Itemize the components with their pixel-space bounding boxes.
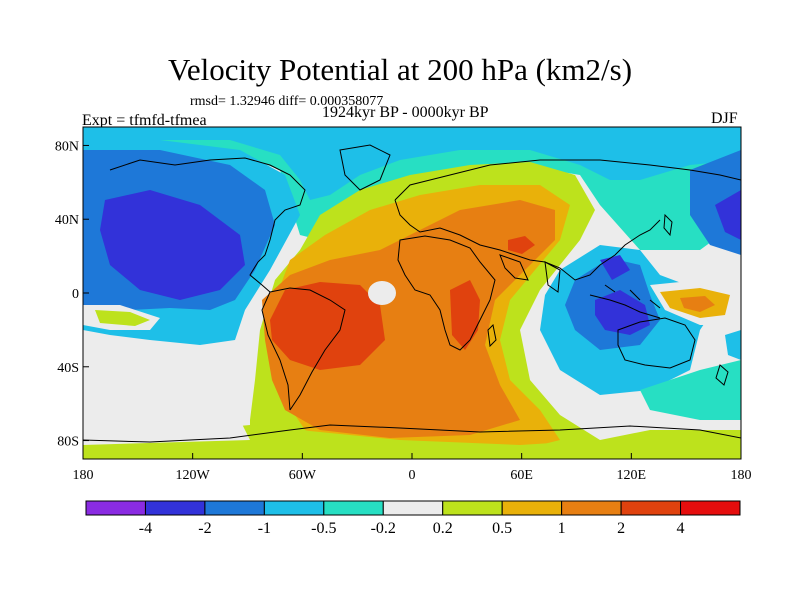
colorbar-swatch bbox=[382, 500, 444, 516]
contour-band-neutral bbox=[83, 395, 250, 445]
colorbar-label: 0.5 bbox=[492, 520, 513, 537]
lat-tick-label: 0 bbox=[72, 287, 79, 302]
colorbar-label: 1 bbox=[557, 520, 566, 537]
lon-tick-label: 120E bbox=[617, 468, 647, 483]
colorbar-swatch bbox=[620, 500, 682, 516]
contour-field bbox=[83, 127, 741, 459]
colorbar-swatch bbox=[323, 500, 384, 516]
contour-band-neg2 bbox=[600, 255, 630, 280]
lon-tick-label: 60W bbox=[289, 468, 317, 483]
coastline-africa bbox=[397, 235, 496, 351]
lon-tick-label: 60E bbox=[510, 468, 533, 483]
contour-band-pos2-arabia bbox=[508, 236, 535, 254]
colorbar-swatch bbox=[263, 500, 325, 516]
contour-hole bbox=[368, 281, 396, 305]
lat-tick-label: 40S bbox=[57, 361, 79, 376]
coastline-indonesia bbox=[589, 294, 661, 319]
colorbar-label: 4 bbox=[676, 520, 685, 537]
colorbar bbox=[85, 500, 741, 516]
lat-tick-label: 80S bbox=[57, 435, 79, 450]
colorbar-label: -2 bbox=[198, 520, 212, 537]
coastline-madagascar bbox=[487, 323, 497, 348]
map-title: Velocity Potential at 200 hPa (km2/s) bbox=[167, 52, 633, 87]
colorbar-label: -1 bbox=[257, 520, 272, 537]
coastline-antarctica bbox=[83, 424, 741, 443]
colorbar-swatch bbox=[442, 500, 503, 516]
lon-tick-label: 0 bbox=[409, 468, 416, 483]
coastline-new-zealand bbox=[715, 364, 729, 386]
lon-tick-label: 180 bbox=[731, 468, 752, 483]
contour-band-pos02 bbox=[83, 425, 741, 459]
coastline-north-america bbox=[109, 157, 306, 293]
colorbar-swatch bbox=[680, 500, 741, 516]
contour-band-pos2-africa bbox=[450, 280, 480, 350]
colorbar-label: 2 bbox=[617, 520, 626, 537]
period-label: 1924kyr BP - 0000kyr BP bbox=[322, 104, 489, 121]
lat-tick-label: 80N bbox=[55, 139, 79, 154]
lon-tick-label: 180 bbox=[73, 468, 94, 483]
colorbar-label: -0.5 bbox=[311, 520, 337, 537]
contour-band-neg02 bbox=[640, 360, 741, 420]
axis-ticks: 180 120W 60W 0 60E 120E 180 80N 40N 0 40S 80S bbox=[55, 139, 752, 483]
colorbar-swatch bbox=[144, 500, 206, 516]
coastline-south-america bbox=[269, 287, 346, 411]
coastline-islands bbox=[604, 284, 661, 309]
experiment-label: Expt = tfmfd-tfmea bbox=[82, 112, 207, 129]
contour-band-pos02 bbox=[95, 310, 150, 326]
coastline-eurasia-south bbox=[394, 199, 661, 281]
contour-band-pos1 bbox=[680, 296, 715, 312]
colorbar-label: -0.2 bbox=[370, 520, 396, 537]
contour-band-neg05 bbox=[83, 127, 741, 200]
coastline-greenland bbox=[339, 144, 391, 191]
coastline-japan bbox=[663, 213, 673, 237]
stats-label: rmsd= 1.32946 diff= 0.000358077 bbox=[190, 94, 384, 109]
colorbar-label: 0.2 bbox=[432, 520, 453, 537]
contour-band-pos2 bbox=[270, 282, 385, 370]
coastline-india bbox=[544, 261, 561, 293]
coastline-arabia bbox=[499, 254, 529, 281]
coastlines bbox=[83, 144, 741, 443]
season-label: DJF bbox=[711, 110, 738, 127]
colorbar-swatch bbox=[204, 500, 265, 516]
coastline-australia bbox=[617, 317, 696, 369]
colorbar-swatch bbox=[85, 500, 146, 516]
coastline-eurasia-north bbox=[394, 159, 741, 201]
lon-tick-label: 120W bbox=[176, 468, 211, 483]
coastline-south-america-west bbox=[261, 291, 291, 411]
colorbar-swatch bbox=[501, 500, 563, 516]
colorbar-label: -4 bbox=[138, 520, 153, 537]
colorbar-swatch bbox=[561, 500, 622, 516]
contour-band-pos1 bbox=[262, 200, 555, 438]
contour-band-neg2 bbox=[715, 190, 741, 240]
contour-band-neg2 bbox=[100, 190, 245, 300]
contour-band-neg05 bbox=[725, 330, 741, 360]
lat-tick-label: 40N bbox=[55, 213, 79, 228]
